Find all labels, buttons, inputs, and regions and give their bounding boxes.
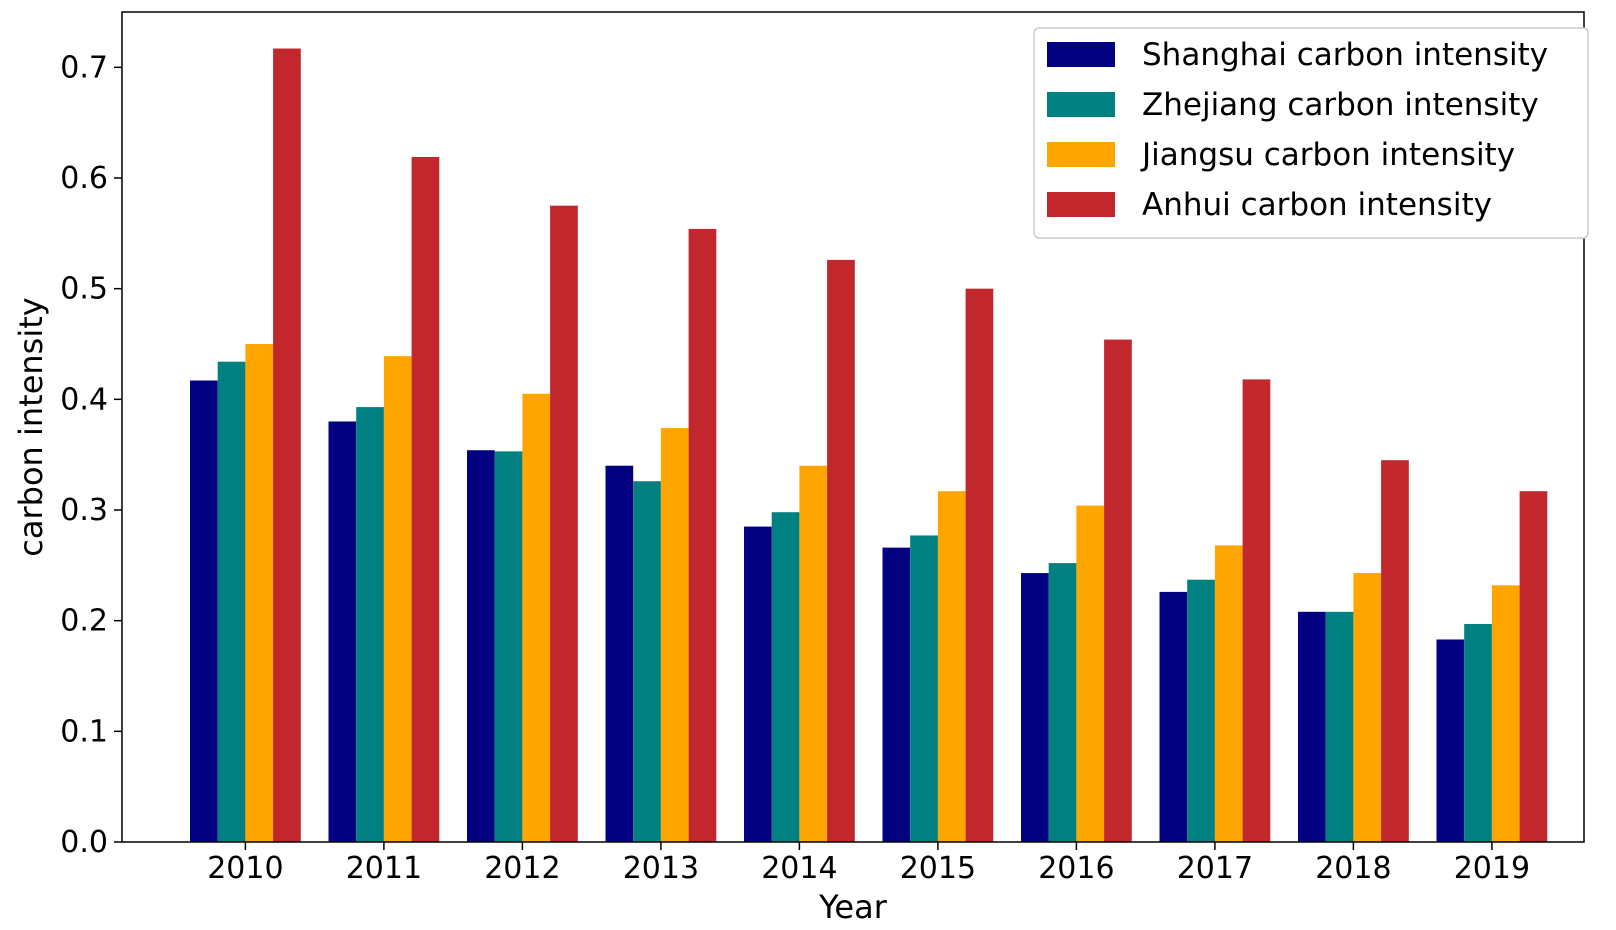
bar-anhui-2013 xyxy=(688,228,717,842)
y-tick-label: 0.2 xyxy=(60,604,108,639)
y-tick-label: 0.4 xyxy=(60,382,108,417)
bar-anhui-2019 xyxy=(1519,491,1548,842)
legend-swatch-zhejiang xyxy=(1047,92,1115,117)
x-tick-label: 2014 xyxy=(761,851,837,886)
legend-swatch-shanghai xyxy=(1047,42,1115,67)
bar-shanghai-2015 xyxy=(882,547,911,842)
bar-zhejiang-2017 xyxy=(1187,579,1215,842)
bar-zhejiang-2016 xyxy=(1048,563,1077,842)
x-tick-label: 2017 xyxy=(1177,851,1253,886)
bar-anhui-2010 xyxy=(273,48,301,842)
legend-label-shanghai: Shanghai carbon intensity xyxy=(1142,37,1548,73)
legend: Shanghai carbon intensity Zhejiang carbon… xyxy=(1033,27,1589,239)
bar-anhui-2014 xyxy=(827,259,855,842)
legend-box xyxy=(1033,27,1589,239)
x-tick-label: 2016 xyxy=(1038,851,1114,886)
bar-zhejiang-2019 xyxy=(1464,623,1492,842)
y-tick-label: 0.6 xyxy=(60,161,108,196)
bar-zhejiang-2015 xyxy=(910,535,938,842)
x-tick-label: 2012 xyxy=(484,851,560,886)
legend-label-anhui: Anhui carbon intensity xyxy=(1142,187,1492,223)
y-tick-label: 0.3 xyxy=(60,493,108,528)
bar-jiangsu-2017 xyxy=(1214,545,1243,842)
bar-jiangsu-2018 xyxy=(1353,573,1382,842)
bar-jiangsu-2011 xyxy=(383,356,412,842)
bar-jiangsu-2012 xyxy=(522,393,551,842)
bar-shanghai-2010 xyxy=(190,380,218,842)
bar-anhui-2015 xyxy=(965,288,994,842)
y-tick-label: 0.7 xyxy=(60,50,108,85)
bar-jiangsu-2015 xyxy=(937,491,966,842)
bar-shanghai-2014 xyxy=(744,526,772,842)
bar-shanghai-2017 xyxy=(1159,591,1188,842)
legend-swatch-jiangsu xyxy=(1047,142,1115,167)
bar-jiangsu-2014 xyxy=(799,465,828,842)
legend-swatch-anhui xyxy=(1047,192,1115,217)
x-tick-label: 2011 xyxy=(346,851,422,886)
bar-anhui-2012 xyxy=(550,205,578,843)
y-tick-label: 0.5 xyxy=(60,272,108,307)
y-axis-title: carbon intensity xyxy=(12,297,50,556)
bar-jiangsu-2010 xyxy=(245,344,274,842)
bar-zhejiang-2013 xyxy=(633,481,661,842)
bar-shanghai-2019 xyxy=(1436,639,1465,842)
bar-jiangsu-2013 xyxy=(660,428,689,842)
bars-layer xyxy=(190,48,1548,843)
bar-shanghai-2013 xyxy=(605,465,634,842)
bar-shanghai-2016 xyxy=(1021,573,1049,842)
y-tick-label: 0.0 xyxy=(60,825,108,860)
bar-zhejiang-2011 xyxy=(356,407,384,842)
x-axis: 2010 2011 2012 2013 2014 2015 2016 2017 2018 2019 xyxy=(207,842,1530,886)
legend-label-jiangsu: Jiangsu carbon intensity xyxy=(1140,137,1515,173)
y-axis: 0.0 0.1 0.2 0.3 0.4 0.5 0.6 0.7 xyxy=(60,50,122,860)
x-axis-title: Year xyxy=(818,888,888,926)
bar-zhejiang-2014 xyxy=(771,512,800,842)
x-tick-label: 2013 xyxy=(623,851,699,886)
bar-anhui-2011 xyxy=(411,156,440,843)
legend-label-zhejiang: Zhejiang carbon intensity xyxy=(1142,87,1539,123)
bar-jiangsu-2016 xyxy=(1076,505,1105,842)
bar-shanghai-2012 xyxy=(467,450,495,842)
bar-anhui-2016 xyxy=(1104,339,1132,842)
x-tick-label: 2018 xyxy=(1315,851,1391,886)
bar-zhejiang-2018 xyxy=(1325,611,1354,842)
bar-anhui-2018 xyxy=(1381,460,1409,842)
bar-anhui-2017 xyxy=(1242,379,1271,842)
x-tick-label: 2015 xyxy=(900,851,976,886)
bar-shanghai-2018 xyxy=(1298,611,1326,842)
bar-zhejiang-2010 xyxy=(217,361,246,842)
plot-frame xyxy=(121,11,1585,843)
bar-shanghai-2011 xyxy=(328,421,357,842)
bar-jiangsu-2019 xyxy=(1491,585,1520,842)
x-tick-label: 2019 xyxy=(1454,851,1530,886)
y-tick-label: 0.1 xyxy=(60,714,108,749)
x-tick-label: 2010 xyxy=(207,851,283,886)
bar-zhejiang-2012 xyxy=(494,451,523,842)
